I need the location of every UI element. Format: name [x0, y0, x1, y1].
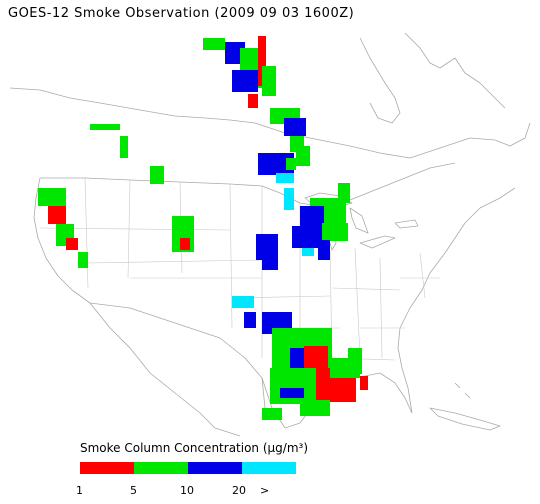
legend-tick: 5 [130, 484, 137, 497]
lake-erie [359, 235, 396, 249]
legend-bin-5-10 [134, 462, 188, 474]
mexico-outline [89, 302, 266, 437]
legend-bin-20-plus [242, 462, 296, 474]
legend-tick: 20 [232, 484, 246, 497]
us-canada-border [40, 162, 456, 209]
legend-bin-1-5 [80, 462, 134, 474]
lake-ontario [394, 219, 419, 229]
smoke-plume-west [38, 124, 194, 268]
east-coast [397, 187, 516, 414]
smoke-map [9, 32, 531, 437]
bahamas [454, 382, 471, 399]
smoke-plume-north [203, 36, 310, 175]
legend-tick: 10 [180, 484, 194, 497]
lake-huron [349, 207, 369, 234]
hudson-bay [359, 37, 401, 124]
legend-tick: > [260, 484, 270, 497]
labrador [404, 32, 506, 109]
west-coast [33, 177, 91, 304]
state-lines [39, 177, 440, 361]
smoke-patches [38, 36, 368, 420]
smoke-plume-south [232, 296, 368, 420]
mexico-border [89, 302, 286, 429]
legend-tick: 1 [76, 484, 83, 497]
cuba [429, 407, 501, 431]
legend-title: Smoke Column Concentration (μg/m³) [80, 441, 308, 455]
smoke-plume-midwest [256, 173, 350, 270]
legend-bin-10-20 [188, 462, 242, 474]
color-legend [80, 462, 296, 474]
page-title: GOES-12 Smoke Observation (2009 09 03 16… [8, 6, 355, 21]
